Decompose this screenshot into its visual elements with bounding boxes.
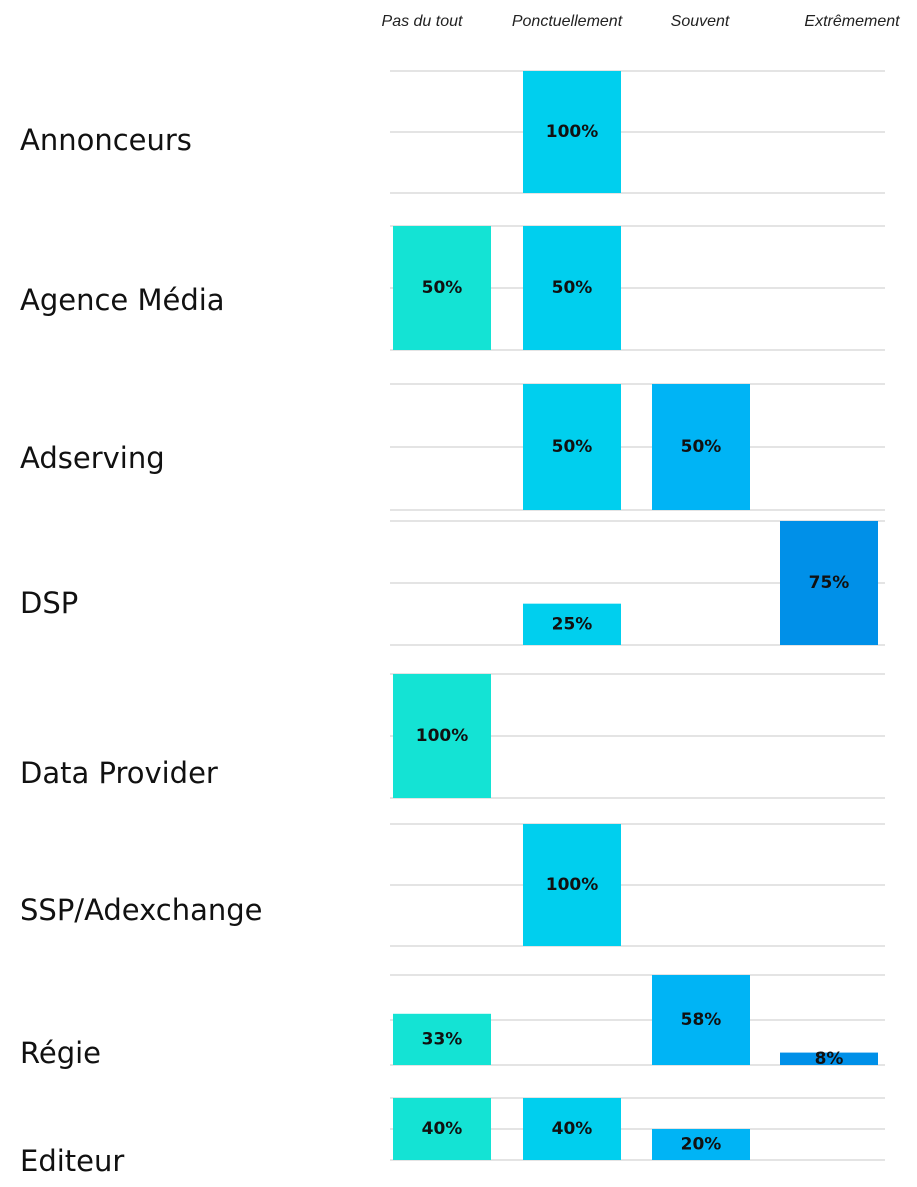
bar (652, 975, 750, 1065)
row-label: Data Provider (20, 756, 218, 790)
row-label: Agence Média (20, 283, 225, 317)
column-header: Pas du tout (382, 13, 464, 30)
value-label: 100% (546, 875, 599, 895)
column-header: Souvent (671, 13, 730, 30)
bar (523, 1098, 621, 1160)
bar (523, 603, 621, 645)
bar (523, 226, 621, 350)
value-label: 100% (416, 726, 469, 746)
value-label: 50% (552, 278, 593, 298)
value-label: 40% (422, 1119, 463, 1139)
row-label: Régie (20, 1036, 101, 1070)
bar (393, 226, 491, 350)
row-label: Annonceurs (20, 123, 192, 157)
value-label: 20% (681, 1135, 722, 1155)
value-label: 58% (681, 1010, 722, 1030)
value-label: 75% (809, 573, 850, 593)
row-label: Editeur (20, 1144, 124, 1178)
row-label: DSP (20, 586, 78, 620)
bar (780, 1052, 878, 1065)
row-label: Adserving (20, 441, 165, 475)
value-label: 50% (552, 437, 593, 457)
value-label: 33% (422, 1029, 463, 1049)
bar (523, 384, 621, 510)
bar (393, 1013, 491, 1065)
bar (652, 1129, 750, 1160)
bar (652, 384, 750, 510)
value-label: 8% (815, 1049, 844, 1069)
bar (780, 521, 878, 645)
column-header: Extrêmement (804, 13, 900, 30)
value-label: 100% (546, 122, 599, 142)
bar (393, 674, 491, 798)
bar (393, 1098, 491, 1160)
value-label: 50% (422, 278, 463, 298)
row-label: SSP/Adexchange (20, 893, 263, 927)
bar (523, 824, 621, 946)
value-label: 40% (552, 1119, 593, 1139)
column-header: Ponctuellement (512, 13, 623, 30)
value-label: 25% (552, 614, 593, 634)
value-label: 50% (681, 437, 722, 457)
bar (523, 71, 621, 193)
